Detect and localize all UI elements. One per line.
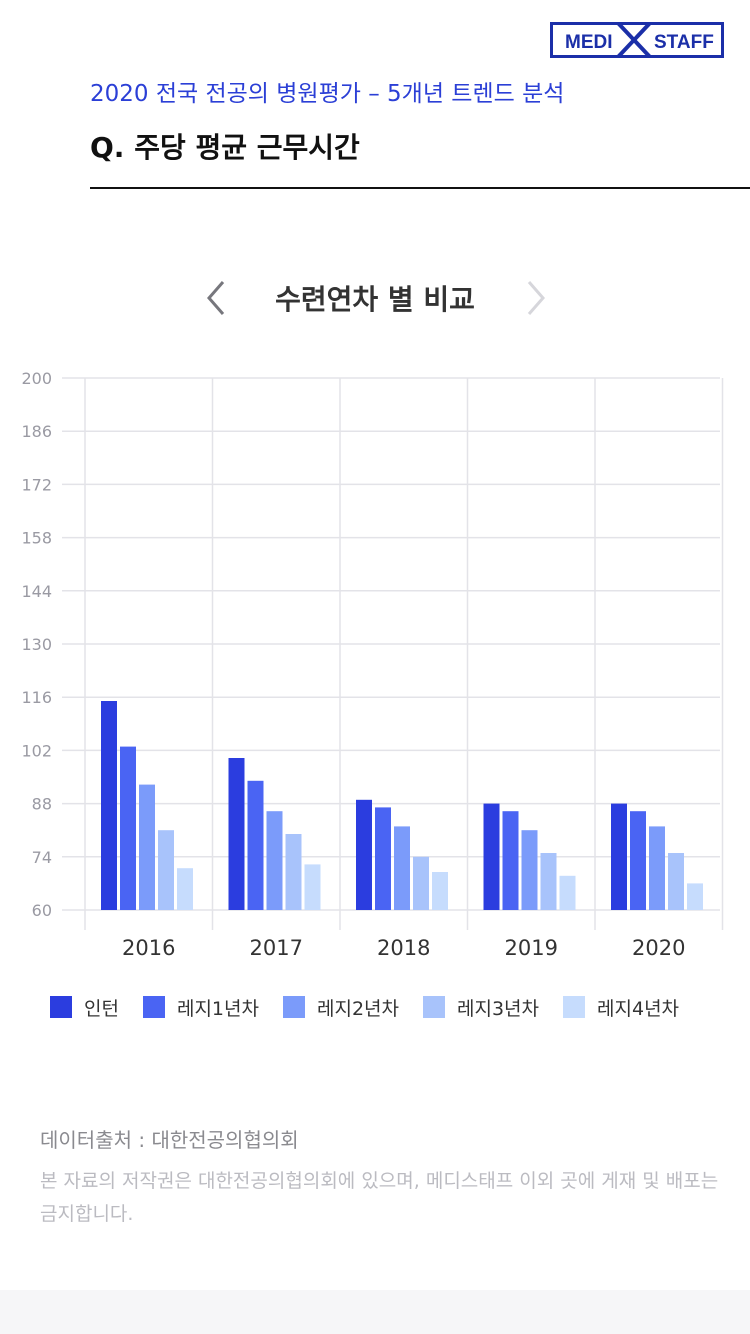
title-divider — [90, 187, 750, 189]
y-tick-label: 116 — [21, 688, 52, 707]
y-tick-label: 158 — [21, 529, 52, 548]
bar-2017-1 — [247, 780, 264, 910]
legend-swatch — [282, 996, 305, 1018]
chart-heading: 수련연차 별 비교 — [275, 283, 475, 316]
logo-text-left: MEDI — [565, 32, 613, 53]
legend-item: 인턴 — [50, 994, 119, 1021]
bar-2018-2 — [394, 826, 410, 910]
x-tick-label: 2016 — [122, 936, 175, 960]
bar-2016-1 — [120, 746, 136, 910]
bar-2018-1 — [375, 807, 391, 910]
legend-label: 레지1년차 — [176, 997, 259, 1020]
bar-2016-4 — [177, 868, 193, 910]
data-source: 데이터출처 : 대한전공의협의회 — [40, 1128, 299, 1152]
legend-swatch — [142, 996, 165, 1018]
chart-legend: 인턴 레지1년차 레지2년차 레지3년차 레지4년차 — [50, 992, 703, 1022]
bar-2016-0 — [101, 701, 117, 910]
x-tick-label: 2018 — [377, 936, 430, 960]
bar-2016-2 — [139, 784, 155, 910]
bar-2017-4 — [304, 864, 321, 910]
bar-2020-4 — [687, 883, 703, 910]
y-tick-label: 102 — [21, 741, 52, 760]
bar-2018-0 — [356, 799, 372, 910]
chevron-left-icon[interactable] — [196, 276, 236, 320]
legend-swatch — [50, 996, 72, 1018]
page-title: Q. 주당 평균 근무시간 — [90, 131, 360, 164]
bar-2018-4 — [432, 872, 448, 910]
y-tick-label: 186 — [21, 422, 52, 441]
bar-2017-3 — [285, 834, 302, 910]
bar-2020-0 — [611, 803, 627, 910]
bar-chart: 200 186 172 158 144 130 116 102 88 74 60 2016 2017 20… — [21, 369, 724, 960]
footer-band — [0, 1290, 750, 1334]
legend-item: 레지1년차 — [142, 994, 259, 1021]
bar-2019-2 — [521, 830, 538, 910]
x-tick-label: 2019 — [505, 936, 558, 960]
legend-item: 레지2년차 — [282, 994, 399, 1021]
x-tick-label: 2020 — [632, 936, 685, 960]
legend-label: 레지2년차 — [316, 997, 399, 1020]
bar-2019-1 — [502, 811, 519, 910]
bar-2016-3 — [158, 830, 174, 910]
y-tick-label: 74 — [32, 848, 52, 867]
bar-2020-1 — [630, 811, 646, 910]
legend-swatch — [423, 996, 445, 1018]
logo-text-right: STAFF — [654, 32, 714, 53]
legend-item: 레지4년차 — [563, 994, 679, 1021]
copyright-notice: 본 자료의 저작권은 대한전공의협의회에 있으며, 메디스태프 이외 곳에 게재… — [40, 1170, 719, 1225]
y-tick-label: 130 — [21, 635, 52, 654]
legend-label: 레지3년차 — [457, 997, 540, 1020]
bar-2017-2 — [266, 811, 283, 910]
y-tick-label: 144 — [21, 582, 52, 601]
chevron-right-icon[interactable] — [514, 276, 554, 320]
legend-label: 인턴 — [84, 997, 119, 1020]
bar-2017-0 — [228, 758, 245, 910]
x-tick-label: 2017 — [250, 936, 303, 960]
bar-2019-4 — [559, 875, 576, 910]
bar-2018-3 — [413, 856, 429, 910]
legend-item: 레지3년차 — [423, 994, 539, 1021]
medistaff-logo: MEDI STAFF — [550, 22, 724, 58]
bar-2020-2 — [649, 826, 665, 910]
y-tick-label: 88 — [32, 795, 52, 814]
legend-swatch — [563, 996, 586, 1018]
y-tick-label: 60 — [32, 901, 52, 920]
bar-2019-3 — [540, 853, 557, 910]
y-tick-label: 200 — [21, 369, 52, 388]
bar-2020-3 — [668, 853, 684, 910]
y-tick-label: 172 — [21, 475, 52, 494]
bar-2019-0 — [483, 803, 500, 910]
legend-label: 레지4년차 — [597, 997, 680, 1020]
report-subtitle: 2020 전국 전공의 병원평가 – 5개년 트렌드 분석 — [90, 81, 565, 107]
